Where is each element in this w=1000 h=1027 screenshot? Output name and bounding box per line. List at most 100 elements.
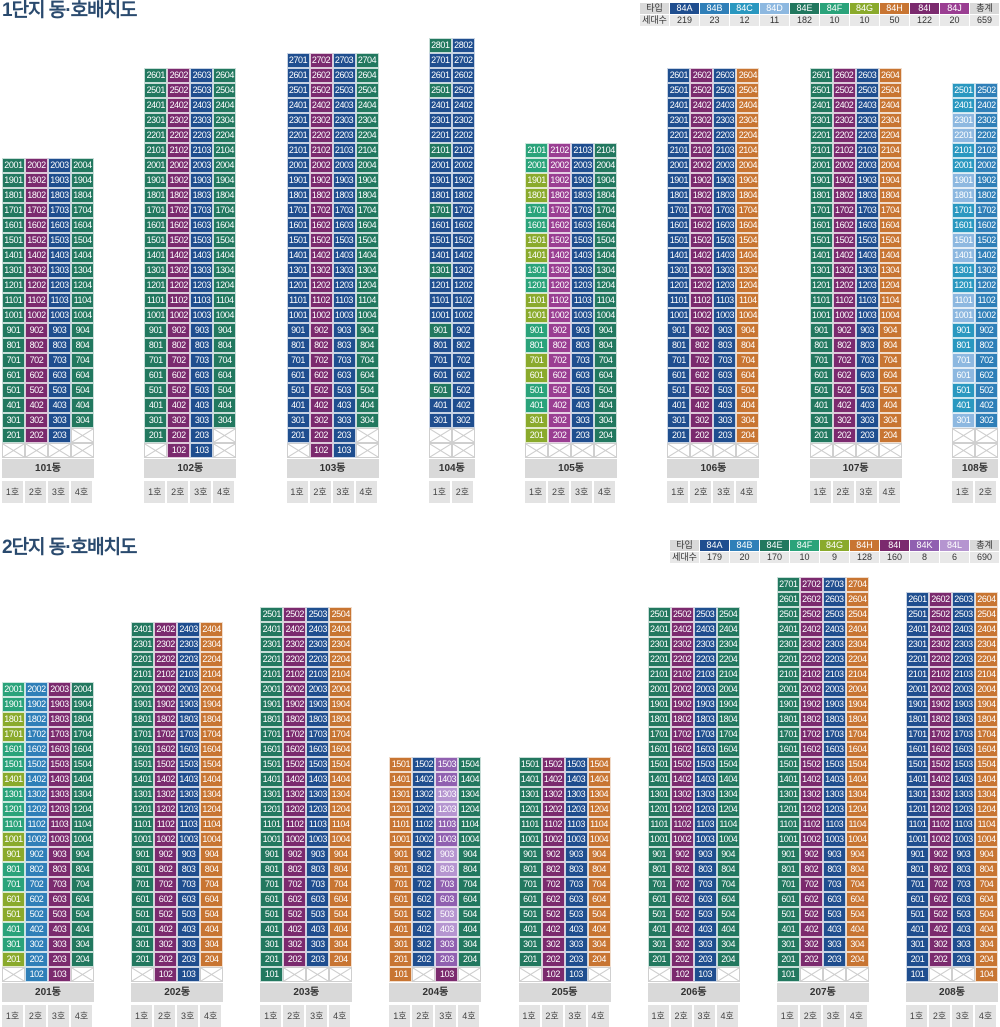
unit-cell[interactable]: 2203 bbox=[855, 128, 879, 143]
unit-cell[interactable]: 704 bbox=[736, 353, 760, 368]
unit-cell[interactable]: 804 bbox=[329, 862, 353, 877]
unit-cell[interactable]: 2501 bbox=[428, 83, 452, 98]
unit-cell[interactable]: 802 bbox=[451, 338, 475, 353]
unit-cell[interactable]: 1301 bbox=[667, 263, 691, 278]
unit-cell[interactable]: 1203 bbox=[177, 802, 201, 817]
unit-cell[interactable]: 1102 bbox=[799, 817, 823, 832]
unit-cell[interactable]: 1404 bbox=[878, 248, 902, 263]
unit-cell[interactable]: 902 bbox=[548, 323, 572, 338]
unit-cell[interactable]: 1102 bbox=[928, 817, 952, 832]
unit-cell[interactable]: 2003 bbox=[177, 682, 201, 697]
unit-cell[interactable]: 2402 bbox=[154, 622, 178, 637]
unit-cell[interactable]: 1402 bbox=[283, 772, 307, 787]
unit-cell[interactable]: 801 bbox=[286, 338, 310, 353]
unit-cell[interactable]: 301 bbox=[525, 413, 549, 428]
unit-cell[interactable]: 1704 bbox=[716, 727, 740, 742]
unit-cell[interactable]: 2603 bbox=[190, 68, 214, 83]
unit-cell[interactable]: 2103 bbox=[571, 143, 595, 158]
unit-cell[interactable]: 1703 bbox=[951, 727, 975, 742]
unit-cell[interactable]: 1003 bbox=[571, 308, 595, 323]
unit-cell[interactable]: 1701 bbox=[809, 203, 833, 218]
unit-cell[interactable]: 1501 bbox=[428, 233, 452, 248]
unit-cell[interactable]: 801 bbox=[525, 338, 549, 353]
unit-cell[interactable]: 1602 bbox=[154, 742, 178, 757]
unit-cell[interactable]: 2202 bbox=[832, 128, 856, 143]
unit-cell[interactable]: 303 bbox=[564, 937, 588, 952]
unit-cell[interactable]: 1703 bbox=[332, 203, 356, 218]
unit-cell[interactable]: 1501 bbox=[776, 757, 800, 772]
unit-cell[interactable]: 1703 bbox=[177, 727, 201, 742]
unit-cell[interactable]: 2003 bbox=[855, 158, 879, 173]
unit-cell[interactable]: 2602 bbox=[799, 592, 823, 607]
unit-cell[interactable]: 1103 bbox=[48, 817, 71, 832]
unit-cell[interactable]: 903 bbox=[177, 847, 201, 862]
unit-cell[interactable]: 502 bbox=[25, 907, 48, 922]
unit-cell[interactable]: 1602 bbox=[670, 742, 694, 757]
unit-cell[interactable]: 2504 bbox=[329, 607, 353, 622]
unit-cell[interactable]: 1402 bbox=[548, 248, 572, 263]
unit-cell[interactable]: 1402 bbox=[690, 248, 714, 263]
unit-cell[interactable]: 2004 bbox=[878, 158, 902, 173]
unit-cell[interactable]: 801 bbox=[518, 862, 542, 877]
unit-cell[interactable]: 2101 bbox=[905, 667, 929, 682]
unit-cell[interactable]: 504 bbox=[71, 383, 94, 398]
unit-cell[interactable]: 703 bbox=[951, 877, 975, 892]
unit-cell[interactable]: 803 bbox=[693, 862, 717, 877]
unit-cell[interactable]: 2502 bbox=[974, 83, 998, 98]
unit-cell[interactable]: 1501 bbox=[131, 757, 155, 772]
unit-cell[interactable]: 1102 bbox=[154, 817, 178, 832]
unit-cell[interactable]: 1403 bbox=[177, 772, 201, 787]
unit-cell[interactable]: 1102 bbox=[412, 817, 436, 832]
unit-cell[interactable]: 1901 bbox=[776, 697, 800, 712]
unit-cell[interactable]: 2602 bbox=[309, 68, 333, 83]
unit-cell[interactable]: 2304 bbox=[329, 637, 353, 652]
unit-cell[interactable]: 2402 bbox=[799, 622, 823, 637]
unit-cell[interactable]: 1202 bbox=[451, 278, 475, 293]
unit-cell[interactable]: 601 bbox=[647, 892, 671, 907]
unit-cell[interactable]: 1001 bbox=[518, 832, 542, 847]
unit-cell[interactable]: 1001 bbox=[776, 832, 800, 847]
unit-cell[interactable]: 802 bbox=[167, 338, 191, 353]
unit-cell[interactable]: 1903 bbox=[177, 697, 201, 712]
unit-cell[interactable]: 1104 bbox=[736, 293, 760, 308]
unit-cell[interactable]: 2004 bbox=[736, 158, 760, 173]
unit-cell[interactable]: 903 bbox=[693, 847, 717, 862]
unit-cell[interactable]: 2403 bbox=[951, 622, 975, 637]
unit-cell[interactable]: 702 bbox=[974, 353, 998, 368]
unit-cell[interactable]: 2002 bbox=[799, 682, 823, 697]
unit-cell[interactable]: 1504 bbox=[845, 757, 869, 772]
unit-cell[interactable]: 1401 bbox=[667, 248, 691, 263]
unit-cell[interactable]: 1604 bbox=[71, 742, 94, 757]
unit-cell[interactable]: 1203 bbox=[332, 278, 356, 293]
unit-cell[interactable]: 2201 bbox=[647, 652, 671, 667]
unit-cell[interactable]: 2502 bbox=[283, 607, 307, 622]
unit-cell[interactable]: 1204 bbox=[355, 278, 379, 293]
unit-cell[interactable]: 1003 bbox=[190, 308, 214, 323]
unit-cell[interactable]: 2001 bbox=[809, 158, 833, 173]
unit-cell[interactable]: 1603 bbox=[855, 218, 879, 233]
unit-cell[interactable]: 504 bbox=[200, 907, 224, 922]
unit-cell[interactable]: 1903 bbox=[822, 697, 846, 712]
unit-cell[interactable]: 1301 bbox=[518, 787, 542, 802]
unit-cell[interactable]: 202 bbox=[154, 952, 178, 967]
unit-cell[interactable]: 2504 bbox=[736, 83, 760, 98]
unit-cell[interactable]: 801 bbox=[428, 338, 452, 353]
unit-cell[interactable]: 1704 bbox=[329, 727, 353, 742]
unit-cell[interactable]: 602 bbox=[309, 368, 333, 383]
unit-cell[interactable]: 2204 bbox=[355, 128, 379, 143]
unit-cell[interactable]: 102 bbox=[541, 967, 565, 982]
unit-cell[interactable]: 1803 bbox=[855, 188, 879, 203]
unit-cell[interactable]: 301 bbox=[2, 413, 25, 428]
unit-cell[interactable]: 702 bbox=[309, 353, 333, 368]
unit-cell[interactable]: 2403 bbox=[177, 622, 201, 637]
unit-cell[interactable]: 2001 bbox=[2, 158, 25, 173]
unit-cell[interactable]: 1003 bbox=[713, 308, 737, 323]
unit-cell[interactable]: 601 bbox=[428, 368, 452, 383]
unit-cell[interactable]: 1504 bbox=[213, 233, 237, 248]
unit-cell[interactable]: 1602 bbox=[309, 218, 333, 233]
unit-cell[interactable]: 2002 bbox=[670, 682, 694, 697]
unit-cell[interactable]: 2303 bbox=[855, 113, 879, 128]
unit-cell[interactable]: 1501 bbox=[667, 233, 691, 248]
unit-cell[interactable]: 1301 bbox=[144, 263, 168, 278]
unit-cell[interactable]: 2001 bbox=[776, 682, 800, 697]
